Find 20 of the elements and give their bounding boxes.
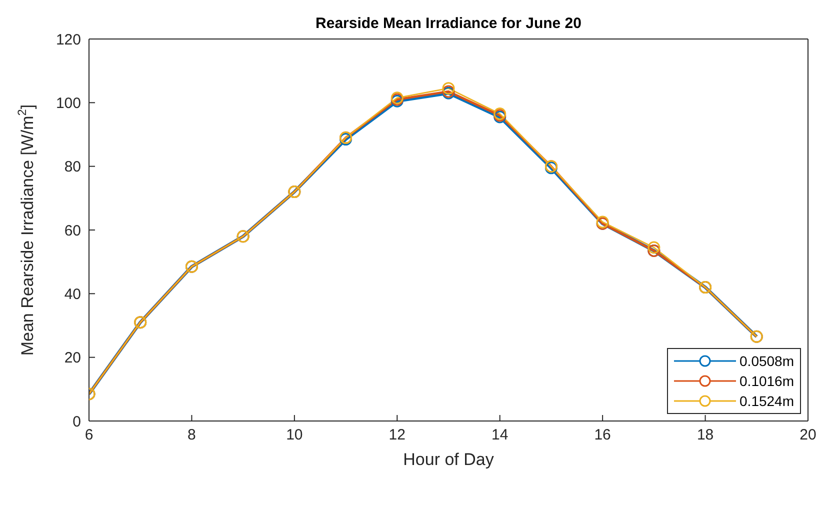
legend-label: 0.0508m — [740, 353, 794, 369]
legend-label: 0.1524m — [740, 393, 794, 409]
x-tick-label: 18 — [696, 426, 714, 444]
x-tick-label: 8 — [188, 426, 196, 444]
y-tick-label: 20 — [64, 350, 81, 367]
x-tick-label: 10 — [286, 426, 303, 444]
x-tick-label: 12 — [388, 426, 406, 444]
legend-label: 0.1016m — [740, 373, 794, 389]
x-tick-label: 6 — [84, 426, 94, 444]
y-tick-label: 60 — [64, 222, 81, 240]
x-tick-label: 14 — [492, 426, 508, 444]
y-tick-label: 120 — [56, 31, 81, 48]
y-tick-label: 80 — [64, 158, 81, 176]
chart-title: Rearside Mean Irradiance for June 20 — [316, 15, 582, 32]
x-tick-label: 16 — [594, 426, 611, 444]
y-tick-label: 0 — [72, 413, 81, 430]
y-tick-label: 100 — [56, 94, 81, 112]
x-axis-title: Hour of Day — [403, 450, 494, 469]
x-tick-label: 20 — [800, 426, 816, 444]
y-tick-label: 40 — [64, 286, 81, 303]
